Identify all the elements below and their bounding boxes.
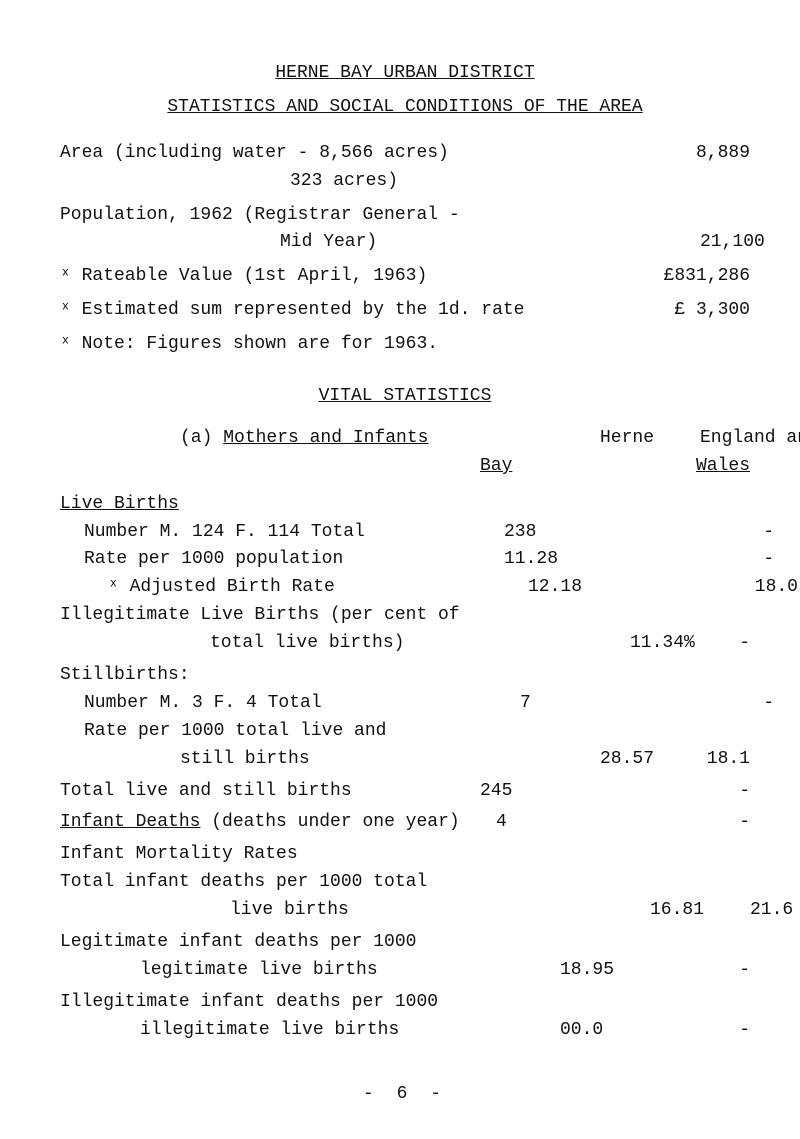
col-header-herne: Herne	[600, 425, 700, 453]
lb-adj-hb: 12.18	[528, 574, 628, 602]
lb-rate-label: Rate per 1000 population	[84, 546, 504, 574]
tid-hb: 16.81	[650, 897, 750, 925]
lb-rate-hb: 11.28	[504, 546, 604, 574]
estimated-label: ˣ Estimated sum represented by the 1d. r…	[60, 297, 560, 325]
population-label-line2: Mid Year)	[60, 229, 700, 257]
population-label-line1: Population, 1962 (Registrar General -	[60, 202, 480, 230]
legit-label1: Legitimate infant deaths per 1000	[60, 929, 480, 957]
infant-deaths-ew: -	[596, 809, 750, 837]
live-births-heading: Live Births	[60, 494, 179, 514]
rateable-label: ˣ Rateable Value (1st April, 1963)	[60, 263, 480, 291]
spacer	[710, 168, 750, 196]
lb-number-hb: 238	[504, 519, 604, 547]
infant-deaths-rest: (deaths under one year)	[200, 812, 459, 832]
total-live-label: Total live and still births	[60, 778, 480, 806]
illeg-live-hb: 11.34%	[630, 630, 730, 658]
title-sub: STATISTICS AND SOCIAL CONDITIONS OF THE …	[167, 97, 642, 117]
illeg-live-label1: Illegitimate Live Births (per cent of	[60, 602, 480, 630]
legit-label2: legitimate live births	[60, 957, 560, 985]
lb-number-ew: -	[604, 519, 774, 547]
col-header-wales: Wales	[696, 456, 750, 476]
still-num-hb: 7	[504, 690, 620, 718]
lb-number-label: Number M. 124 F. 114 Total	[84, 519, 504, 547]
title-main: HERNE BAY URBAN DISTRICT	[275, 63, 534, 83]
infant-deaths-hb: 4	[480, 809, 596, 837]
estimated-value: £ 3,300	[560, 297, 750, 325]
still-rate-label2: still births	[60, 746, 600, 774]
illegit-label1: Illegitimate infant deaths per 1000	[60, 989, 480, 1017]
illeg-live-ew: -	[730, 630, 750, 658]
illeg-live-label2: total live births)	[60, 630, 630, 658]
population-value: 21,100	[700, 229, 765, 257]
area-value: 8,889	[480, 140, 750, 168]
col-header-bay: Bay	[480, 456, 512, 476]
note-label: ˣ Note: Figures shown are for 1963.	[60, 331, 750, 359]
still-num-ew: -	[620, 690, 774, 718]
lb-adj-ew: 18.0	[628, 574, 798, 602]
illegit-hb: 00.0	[560, 1017, 660, 1045]
tid-label1: Total infant deaths per 1000 total	[60, 869, 480, 897]
still-num-label: Number M. 3 F. 4 Total	[84, 690, 504, 718]
legit-ew: -	[660, 957, 750, 985]
still-rate-ew: 18.1	[700, 746, 750, 774]
still-rate-hb: 28.57	[600, 746, 700, 774]
sub-a-label: Mothers and Infants	[223, 428, 428, 448]
tid-label2: live births	[60, 897, 650, 925]
legit-hb: 18.95	[560, 957, 660, 985]
stillbirths-heading: Stillbirths:	[60, 662, 480, 690]
lb-rate-ew: -	[604, 546, 774, 574]
col-header-england: England and	[700, 425, 800, 453]
infant-deaths-heading: Infant Deaths	[60, 812, 200, 832]
illegit-label2: illegitimate live births	[60, 1017, 560, 1045]
area-label-line2: 323 acres)	[60, 168, 710, 196]
spacer	[480, 202, 750, 230]
rateable-value: £831,286	[480, 263, 750, 291]
vital-stats-title: VITAL STATISTICS	[319, 386, 492, 406]
lb-adj-label: ˣ Adjusted Birth Rate	[108, 574, 528, 602]
page-number: - 6 -	[60, 1081, 750, 1109]
sub-a-label-prefix: (a)	[180, 428, 223, 448]
total-live-ew: -	[580, 778, 750, 806]
tid-ew: 21.6	[750, 897, 793, 925]
still-rate-label1: Rate per 1000 total live and	[84, 718, 504, 746]
imr-label: Infant Mortality Rates	[60, 841, 480, 869]
illegit-ew: -	[660, 1017, 750, 1045]
total-live-hb: 245	[480, 778, 580, 806]
area-label-line1: Area (including water - 8,566 acres)	[60, 140, 480, 168]
